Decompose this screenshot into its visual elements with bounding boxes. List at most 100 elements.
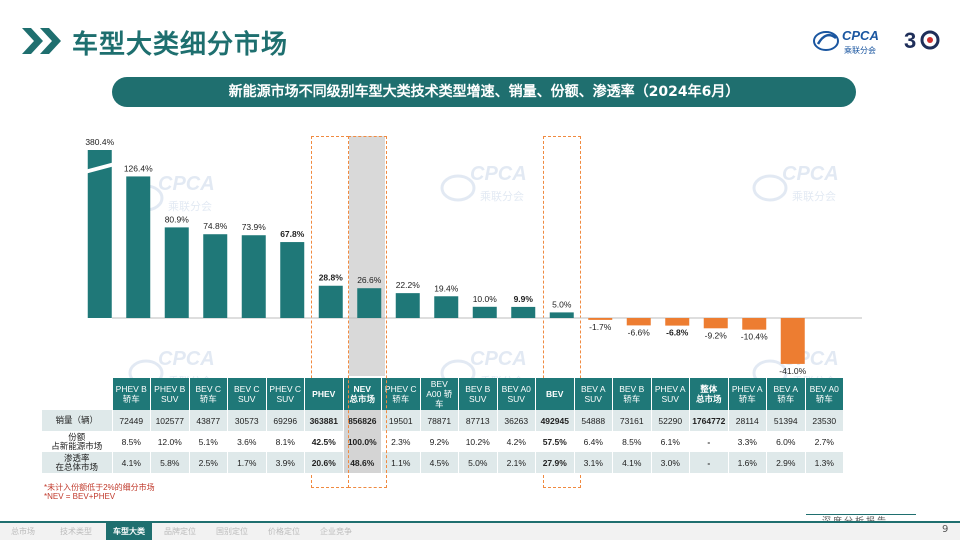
table-cell: 100.0% xyxy=(343,431,382,452)
table-cell: 8.5% xyxy=(112,431,151,452)
data-label-14: -6.6% xyxy=(628,327,651,337)
column-header: BEV B SUV xyxy=(458,378,498,410)
data-label-4: 73.9% xyxy=(242,222,267,232)
svg-text:乘联分会: 乘联分会 xyxy=(480,190,524,203)
data-table: PHEV B 轿车 PHEV B SUV BEV C 轿车 BEV C SUV PHEV C SU… xyxy=(42,378,844,473)
table-cell: 2.7% xyxy=(805,431,844,452)
page-number: 9 xyxy=(942,524,949,535)
data-label-16: -9.2% xyxy=(705,330,728,340)
table-cell: 2.3% xyxy=(381,431,421,452)
nav-tab[interactable]: 国别定位 xyxy=(216,527,248,536)
column-header: BEV C 轿车 xyxy=(189,378,228,410)
svg-text:CPCA: CPCA xyxy=(470,348,527,370)
table-cell: 8.1% xyxy=(266,431,305,452)
nav-tab[interactable]: 总市场 xyxy=(11,527,35,536)
table-cell: 78871 xyxy=(420,410,459,431)
bar-18 xyxy=(780,318,805,364)
table-cell: 10.2% xyxy=(458,431,498,452)
watermark-logo: CPCA 乘联分会 xyxy=(440,163,527,203)
bar-8 xyxy=(395,293,420,318)
table-cell: 2.9% xyxy=(766,452,806,473)
table-cell: 69296 xyxy=(266,410,305,431)
table-cell: 5.1% xyxy=(189,431,228,452)
bar-12 xyxy=(549,312,574,318)
table-cell: 3.3% xyxy=(728,431,767,452)
bar-13 xyxy=(588,318,613,320)
bar-11 xyxy=(511,306,536,318)
data-label-9: 19.4% xyxy=(434,283,459,293)
table-cell: 1.1% xyxy=(381,452,421,473)
nav-tab[interactable]: 品牌定位 xyxy=(164,527,196,536)
bar-1 xyxy=(126,176,151,318)
data-label-17: -10.4% xyxy=(741,332,768,342)
column-header: BEV B 轿车 xyxy=(612,378,652,410)
data-label-0: 380.4% xyxy=(85,137,114,147)
table-cell: 6.1% xyxy=(651,431,690,452)
table-cell: 8.5% xyxy=(612,431,652,452)
table-cell: 1.6% xyxy=(728,452,767,473)
bar-14 xyxy=(626,318,651,326)
bar-2 xyxy=(164,227,189,318)
nav-tab[interactable]: 企业竞争 xyxy=(320,527,352,536)
table-cell: 5.0% xyxy=(458,452,498,473)
chart-banner-title: 新能源市场不同级别车型大类技术类型增速、销量、份额、渗透率（2024年6月） xyxy=(112,77,856,107)
table-cell: 3.6% xyxy=(227,431,267,452)
row-label: 销量（辆） xyxy=(42,410,113,431)
table-cell: 4.1% xyxy=(112,452,151,473)
table-cell: 20.6% xyxy=(304,452,344,473)
bar-15 xyxy=(665,318,690,326)
table-cell: 2.5% xyxy=(189,452,228,473)
data-label-13: -1.7% xyxy=(589,322,612,332)
table-row: 销量（辆） 72449 102577 43877 30573 69296 363881 856… xyxy=(42,410,844,431)
column-header: PHEV B SUV xyxy=(150,378,190,410)
table-cell: 54888 xyxy=(574,410,613,431)
chevron-arrows-icon xyxy=(22,28,61,54)
axis-break-mark xyxy=(84,162,116,174)
table-cell: 1.7% xyxy=(227,452,267,473)
table-cell: 2.1% xyxy=(497,452,536,473)
bar-4 xyxy=(241,235,266,318)
table-cell: 23530 xyxy=(805,410,844,431)
nav-tab[interactable]: 车型大类 xyxy=(106,523,152,540)
column-header: PHEV xyxy=(304,378,344,410)
data-label-10: 10.0% xyxy=(473,294,498,304)
bar-5 xyxy=(280,242,305,318)
table-cell: 42.5% xyxy=(304,431,344,452)
data-label-6: 28.8% xyxy=(319,273,344,283)
table-cell: 48.6% xyxy=(343,452,382,473)
bar-16 xyxy=(703,318,728,329)
svg-text:CPCA: CPCA xyxy=(470,163,527,185)
column-header: PHEV A SUV xyxy=(651,378,690,410)
column-header: BEV A0 SUV xyxy=(497,378,536,410)
column-header: NEV 总市场 xyxy=(343,378,382,410)
row-label: 渗透率 在总体市场 xyxy=(42,452,113,473)
row-label: 份额 占新能源市场 xyxy=(42,431,113,452)
data-label-12: 5.0% xyxy=(552,299,572,309)
data-label-11: 9.9% xyxy=(514,294,534,304)
table-cell: 51394 xyxy=(766,410,806,431)
column-header: PHEV C SUV xyxy=(266,378,305,410)
column-header: BEV A00 轿车 xyxy=(420,378,459,410)
table-cell: 4.2% xyxy=(497,431,536,452)
table-cell: 12.0% xyxy=(150,431,190,452)
table-cell: 27.9% xyxy=(535,452,575,473)
column-header: BEV xyxy=(535,378,575,410)
nav-tab[interactable]: 价格定位 xyxy=(268,527,300,536)
bar-17 xyxy=(742,318,767,330)
data-label-18: -41.0% xyxy=(779,366,806,376)
bar-9 xyxy=(434,296,459,318)
bar-7 xyxy=(357,288,382,318)
table-cell: 1.3% xyxy=(805,452,844,473)
column-header: BEV A SUV xyxy=(574,378,613,410)
table-cell: 4.5% xyxy=(420,452,459,473)
svg-text:CPCA: CPCA xyxy=(158,173,215,195)
data-label-3: 74.8% xyxy=(203,221,228,231)
nav-tab[interactable]: 技术类型 xyxy=(60,527,92,536)
svg-text:3: 3 xyxy=(904,28,916,53)
highlight-shade-nev xyxy=(349,136,385,376)
data-label-7: 26.6% xyxy=(357,275,382,285)
cpca-logo: CPCA 乘联分会 xyxy=(813,28,879,55)
table-cell: 363881 xyxy=(304,410,344,431)
bar-0 xyxy=(87,150,112,318)
column-header: PHEV B 轿车 xyxy=(112,378,151,410)
